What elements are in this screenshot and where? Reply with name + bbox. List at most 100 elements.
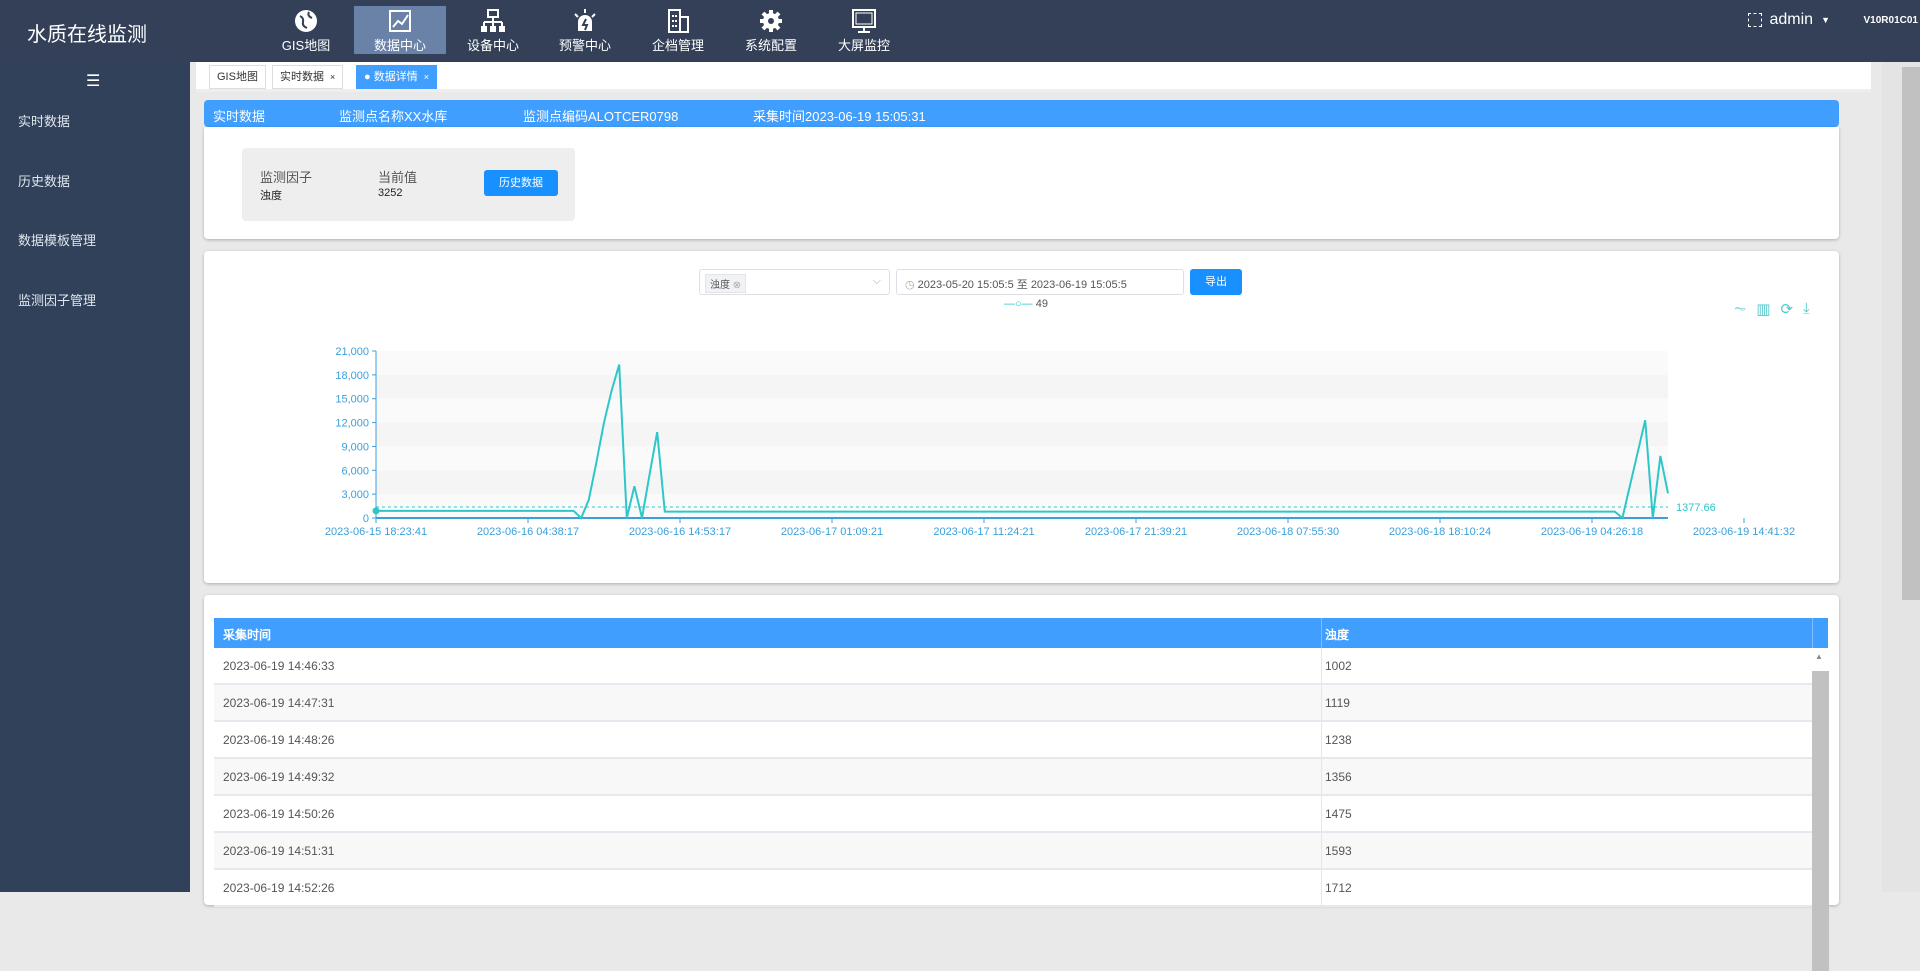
cell-time: 2023-06-19 14:49:32 [223, 770, 335, 784]
y-tick-label: 6,000 [341, 465, 369, 477]
table-row[interactable]: 2023-06-19 14:52:26 1712 [214, 870, 1812, 907]
x-tick-label: 2023-06-18 07:55:30 [1237, 526, 1339, 538]
y-tick-label: 21,000 [335, 346, 369, 358]
table-scrollbar[interactable] [1812, 671, 1829, 971]
x-tick-label: 2023-06-17 11:24:21 [933, 526, 1034, 538]
download-icon[interactable]: ⤓ [1803, 300, 1810, 317]
table-row[interactable]: 2023-06-19 14:47:31 1119 [214, 685, 1812, 722]
x-tick-label: 2023-06-16 04:38:17 [477, 526, 579, 538]
tab-gis[interactable]: GIS地图 [209, 65, 266, 89]
page-scrollbar-thumb[interactable] [1902, 67, 1920, 600]
grid-band [376, 422, 1668, 447]
x-tick-label: 2023-06-17 21:39:21 [1085, 526, 1187, 538]
caret-down-icon: ▼ [1821, 15, 1830, 25]
export-button[interactable]: 导出 [1190, 269, 1242, 295]
factor-select[interactable]: 浊度 ⊗ ⌵ [699, 269, 890, 295]
end-date[interactable]: 2023-06-19 15:05:5 [1030, 279, 1127, 291]
date-range-picker[interactable]: ◷ 2023-05-20 15:05:5 至 2023-06-19 15:05:… [896, 269, 1184, 295]
user-menu[interactable]: admin ▼ [1747, 11, 1830, 29]
nav-item-1[interactable]: 数据中心 [354, 6, 446, 54]
y-tick-label: 0 [363, 513, 369, 525]
nav-label: 系统配置 [744, 38, 797, 53]
nav-item-4[interactable]: 企档管理 [632, 6, 724, 54]
bar-chart-icon[interactable]: ▥ [1756, 301, 1771, 318]
chart-card: 浊度 ⊗ ⌵ ◷ 2023-05-20 15:05:5 至 2023-06-19… [204, 251, 1839, 583]
y-tick-label: 15,000 [335, 394, 369, 406]
grid-band [376, 351, 1668, 375]
scroll-up-icon[interactable]: ▲ [1815, 652, 1823, 661]
nav-item-0[interactable]: GIS地图 [260, 6, 352, 54]
tab-data-detail[interactable]: ● 数据详情 × [356, 65, 437, 89]
x-tick-label: 2023-06-19 04:26:18 [1541, 526, 1643, 538]
y-tick-label: 3,000 [341, 489, 369, 501]
sidebar-item-template[interactable]: 数据模板管理 [18, 233, 97, 248]
nav-item-3[interactable]: 预警中心 [539, 6, 631, 54]
collapse-menu-icon[interactable]: ☰ [86, 73, 101, 90]
factor-box: 监测因子 浊度 当前值 3252 历史数据 [242, 148, 575, 221]
table-row[interactable]: 2023-06-19 14:46:33 1002 [214, 648, 1812, 685]
factor-tag: 浊度 ⊗ [705, 274, 747, 293]
cell-time: 2023-06-19 14:48:26 [223, 733, 335, 747]
x-tick-label: 2023-06-16 14:53:17 [629, 526, 731, 538]
factor-card: 监测因子 浊度 当前值 3252 历史数据 [204, 127, 1839, 239]
sidebar-item-factor[interactable]: 监测因子管理 [18, 293, 97, 308]
current-value: 3252 [378, 187, 403, 199]
table-card: 采集时间 浊度 2023-06-19 14:46:33 1002 2023-06-1… [204, 595, 1839, 971]
cell-turbidity: 1119 [1325, 696, 1350, 710]
x-tick-label: 2023-06-15 18:23:41 [325, 526, 427, 538]
tab-label: GIS地图 [217, 71, 258, 83]
line-chart-icon[interactable]: ⏦ [1734, 300, 1747, 317]
series-start-point [372, 507, 380, 515]
chart-legend[interactable]: —○— 49 [1004, 298, 1048, 310]
tab-label: 数据详情 [373, 71, 418, 83]
grid-band [376, 398, 1668, 423]
tab-realtime[interactable]: 实时数据 × [272, 65, 344, 89]
cell-time: 2023-06-19 14:46:33 [223, 659, 335, 673]
column-header-turbidity[interactable]: 浊度 [1325, 628, 1350, 642]
sidebar-item-history[interactable]: 历史数据 [18, 174, 71, 189]
factor-value: 浊度 [260, 190, 282, 202]
current-label: 当前值 [378, 170, 418, 185]
dot-icon: ● [364, 71, 374, 83]
collect-time: 采集时间2023-06-19 15:05:31 [753, 109, 926, 124]
chart-icon [389, 10, 411, 32]
series-line [376, 364, 1669, 520]
cell-time: 2023-06-19 14:47:31 [223, 696, 335, 710]
table-row[interactable]: 2023-06-19 14:51:31 1593 [214, 833, 1812, 870]
start-date[interactable]: 2023-05-20 15:05:5 [917, 279, 1014, 291]
column-header-time[interactable]: 采集时间 [223, 628, 272, 642]
x-tick-label: 2023-06-18 18:10:24 [1389, 526, 1491, 538]
close-icon[interactable]: × [423, 72, 429, 82]
banner-title: 实时数据 [213, 109, 266, 124]
monitor-icon [852, 9, 876, 33]
chevron-down-icon: ⌵ [872, 275, 881, 287]
table-header: 采集时间 浊度 [214, 618, 1828, 648]
nav-item-6[interactable]: 大屏监控 [818, 6, 910, 54]
refresh-icon[interactable]: ⟳ [1780, 301, 1794, 318]
grid-band [376, 494, 1668, 518]
grid-band [376, 470, 1668, 495]
nav-item-5[interactable]: 系统配置 [725, 6, 817, 54]
sidebar-item-realtime[interactable]: 实时数据 [18, 114, 71, 129]
y-tick-label: 12,000 [335, 418, 369, 430]
username[interactable]: admin [1769, 11, 1814, 28]
x-tick-label: 2023-06-19 14:41:32 [1693, 526, 1795, 538]
nav-label: 设备中心 [466, 38, 519, 53]
range-separator: 至 [1016, 279, 1028, 291]
table-row[interactable]: 2023-06-19 14:50:26 1475 [214, 796, 1812, 833]
table-row[interactable]: 2023-06-19 14:49:32 1356 [214, 759, 1812, 796]
tag-close-icon[interactable]: ⊗ [732, 280, 742, 291]
legend-label: 49 [1035, 298, 1048, 310]
close-icon[interactable]: × [330, 72, 336, 82]
site-code: 监测点编码ALOTCER0798 [523, 109, 679, 124]
nav-label: 预警中心 [558, 38, 611, 53]
tab-bar: GIS地图 实时数据 × ● 数据详情 × [196, 62, 1871, 92]
table-row[interactable]: 2023-06-19 14:48:26 1238 [214, 722, 1812, 759]
history-data-button[interactable]: 历史数据 [484, 170, 558, 196]
nav-item-2[interactable]: 设备中心 [447, 6, 539, 54]
fullscreen-icon[interactable] [1747, 13, 1762, 27]
y-tick-label: 18,000 [335, 370, 369, 382]
gear-icon [760, 10, 782, 32]
site-name: 监测点名称XX水库 [339, 109, 448, 124]
app-title: 水质在线监测 [27, 24, 147, 46]
